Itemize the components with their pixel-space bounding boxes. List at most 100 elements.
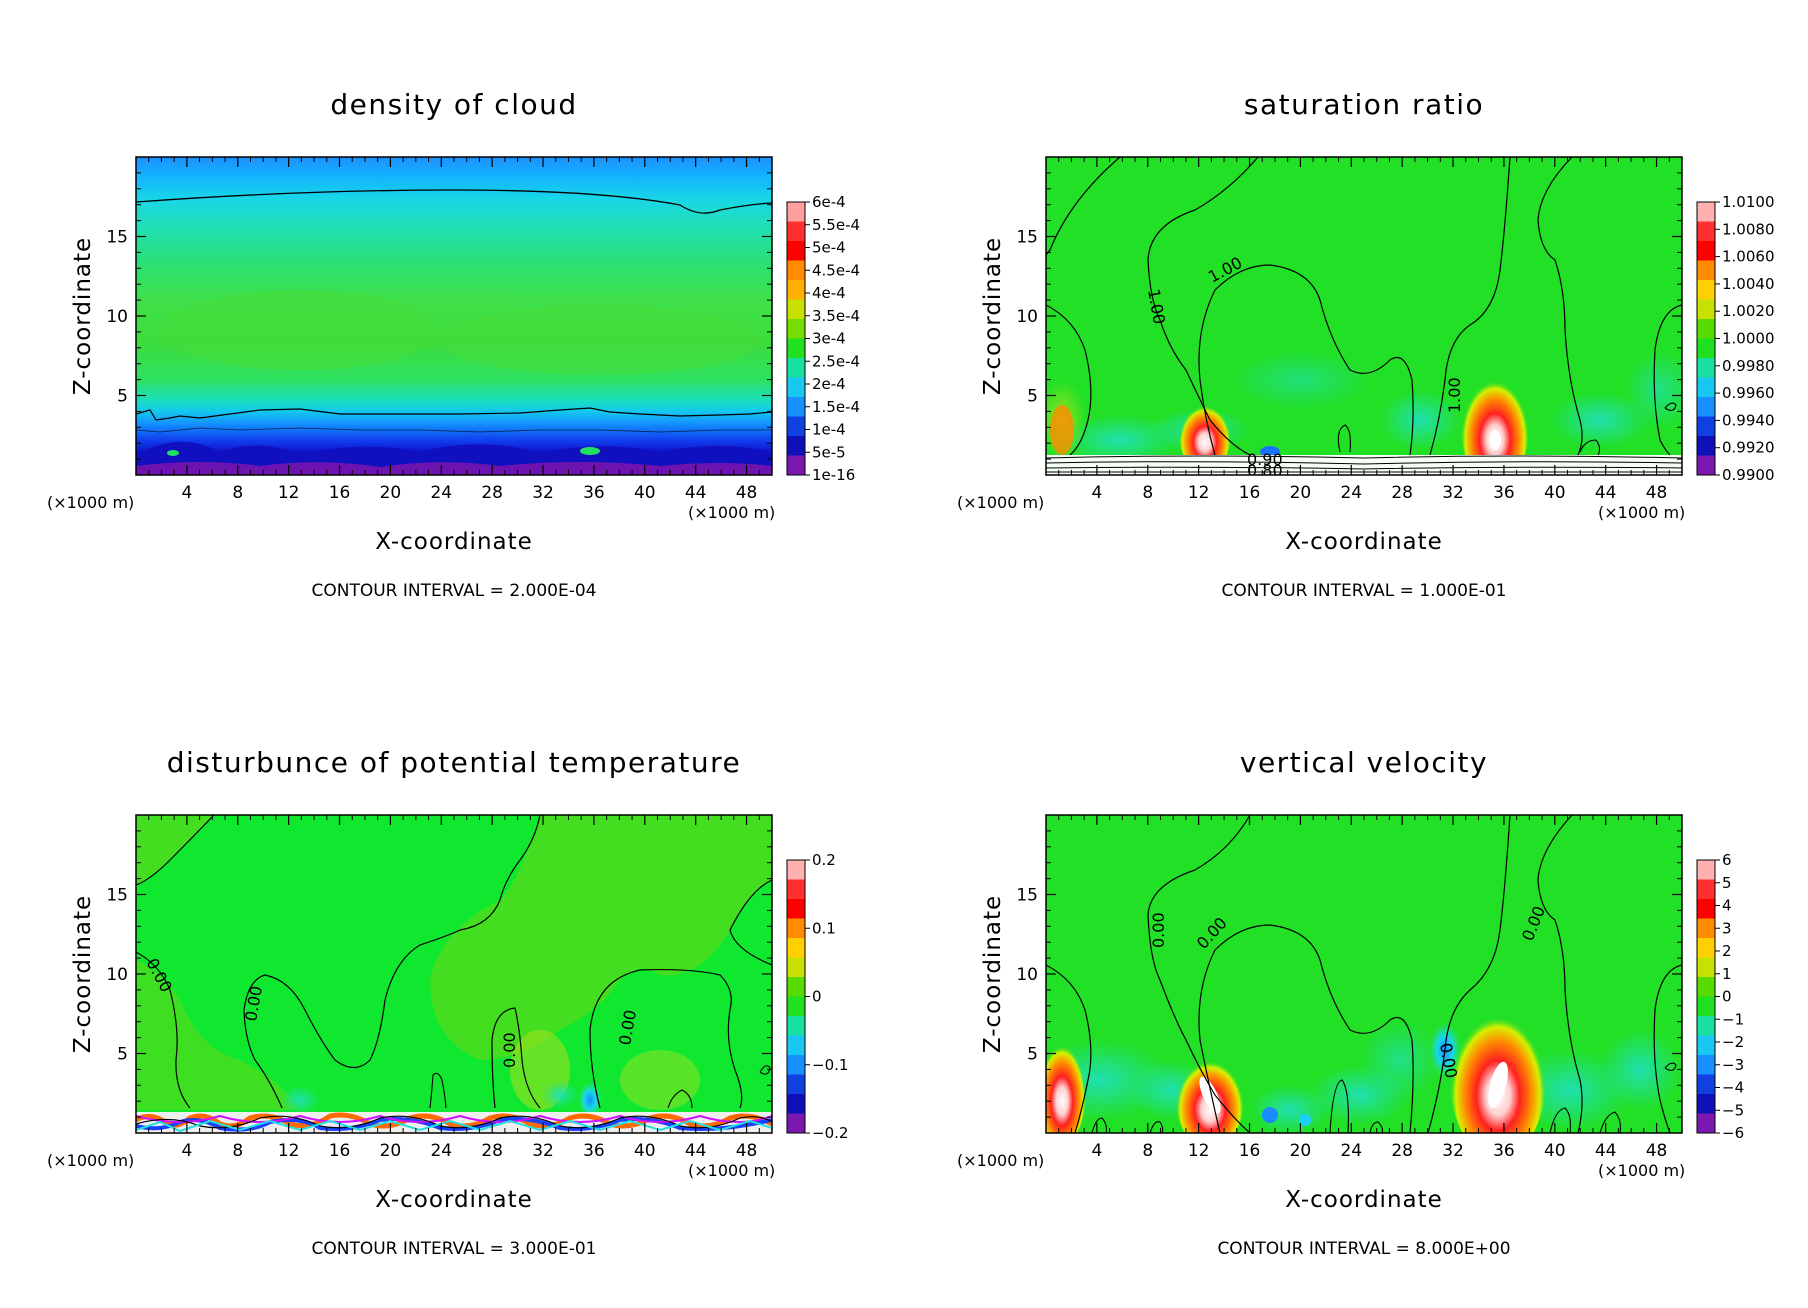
ytick-label: 15 xyxy=(106,228,128,248)
colorbar-label: 6e-4 xyxy=(812,193,846,211)
xtick-label: 48 xyxy=(736,1141,758,1161)
colorbar-swatch xyxy=(1697,938,1715,958)
panel-cloud: density of cloud 4 8 12 16 20 24 28 32 36 40 44 485… xyxy=(47,88,860,601)
colorbar-swatch xyxy=(1697,397,1715,417)
xtick-label: 28 xyxy=(1391,1141,1413,1161)
ytick-label: 15 xyxy=(1016,886,1038,906)
ytick-label: 5 xyxy=(1027,1045,1038,1065)
colorbar-swatch xyxy=(787,377,805,398)
ytick-label: 10 xyxy=(106,307,128,327)
colorbar-label: 5e-4 xyxy=(812,239,846,257)
xtick-label: 36 xyxy=(583,483,605,503)
colorbar-label: 1e-16 xyxy=(812,466,855,484)
xtick-label: 4 xyxy=(181,483,192,503)
xlabel-w: X-coordinate xyxy=(1285,1187,1443,1213)
xunit-right-w: (×1000 m) xyxy=(1598,1161,1685,1180)
xtick-label: 48 xyxy=(1646,1141,1668,1161)
xtick-label: 32 xyxy=(532,483,554,503)
colorbar-swatch xyxy=(1697,358,1715,378)
xunit-right-cloud: (×1000 m) xyxy=(688,503,775,522)
colorbar-label: 2 xyxy=(1722,942,1732,960)
colorbar-label: 0.2 xyxy=(812,851,836,869)
colorbar-label: 1 xyxy=(1722,965,1732,983)
xtick-label: 4 xyxy=(1091,1141,1102,1161)
colorbar-label: 0.9940 xyxy=(1722,411,1775,429)
colorbar-label: 0 xyxy=(1722,988,1732,1006)
ylabel-theta: Z-coordinate xyxy=(70,895,96,1053)
colorbar-label: 3.5e-4 xyxy=(812,307,860,325)
colorbar-label: 5e-5 xyxy=(812,443,846,461)
colorbar-swatch xyxy=(1697,221,1715,242)
ytick-label: 5 xyxy=(117,1045,128,1065)
xtick-label: 36 xyxy=(1493,1141,1515,1161)
colorbar-swatch xyxy=(1697,860,1715,880)
xunit-right-sat: (×1000 m) xyxy=(1598,503,1685,522)
colorbar-swatch xyxy=(787,1016,805,1036)
colorbar-w: 6 5 4 3 2 1 0 −1 −2 −3 −4 −5 −6 xyxy=(1696,851,1744,1142)
colorbar-swatch xyxy=(787,938,805,958)
colorbar-swatch xyxy=(1697,1016,1715,1036)
xtick-label: 20 xyxy=(1290,1141,1312,1161)
ytick-label: 5 xyxy=(117,387,128,407)
colorbar-sat: 1.0100 1.0080 1.0060 1.0040 1.0020 1.0000 0.99… xyxy=(1696,193,1775,484)
contour-label-sat-5: 0.80 xyxy=(1247,461,1283,480)
xunit-left-theta: (×1000 m) xyxy=(47,1151,134,1170)
xtick-label: 36 xyxy=(583,1141,605,1161)
ylabel-w: Z-coordinate xyxy=(980,895,1006,1053)
colorbar-swatch xyxy=(787,455,805,476)
title-sat: saturation ratio xyxy=(1244,88,1484,121)
contour-interval-w: CONTOUR INTERVAL = 8.000E+00 xyxy=(1217,1239,1510,1259)
xtick-label: 16 xyxy=(1239,1141,1261,1161)
contour-interval-theta: CONTOUR INTERVAL = 3.000E-01 xyxy=(312,1239,597,1259)
colorbar-swatch xyxy=(787,918,805,939)
contour-label-w-1: 0.00 xyxy=(1149,912,1168,948)
xtick-label: 12 xyxy=(278,483,300,503)
colorbar-swatch xyxy=(1697,918,1715,939)
colorbar-swatch xyxy=(787,879,805,900)
colorbar-label: −5 xyxy=(1722,1101,1744,1119)
colorbar-swatch xyxy=(787,260,805,281)
title-w: vertical velocity xyxy=(1240,746,1488,779)
ytick-label: 15 xyxy=(106,886,128,906)
xtick-label: 4 xyxy=(1091,483,1102,503)
contour-label-theta-3: 0.00 xyxy=(500,1032,519,1068)
colorbar-swatch xyxy=(1697,338,1715,359)
colorbar-swatch xyxy=(1697,1055,1715,1075)
colorbar-label: 4 xyxy=(1722,897,1732,915)
colorbar-label: 4.5e-4 xyxy=(812,261,860,279)
xtick-label: 28 xyxy=(481,483,503,503)
colorbar-swatch xyxy=(1697,977,1715,997)
colorbar-label: −3 xyxy=(1722,1056,1744,1074)
xtick-label: 24 xyxy=(430,1141,452,1161)
colorbar-swatch xyxy=(787,358,805,378)
xtick-label: 16 xyxy=(329,483,351,503)
colorbar-swatch xyxy=(787,1035,805,1056)
xtick-label: 44 xyxy=(685,1141,707,1161)
colorbar-swatch xyxy=(1697,1074,1715,1095)
colorbar-label: 1e-4 xyxy=(812,421,846,439)
title-cloud: density of cloud xyxy=(330,88,577,121)
xtick-label: 8 xyxy=(232,1141,243,1161)
colorbar-swatch xyxy=(787,977,805,997)
xtick-label: 12 xyxy=(1188,483,1210,503)
xtick-label: 28 xyxy=(481,1141,503,1161)
colorbar-label: 0 xyxy=(812,988,822,1006)
colorbar-label: 0.1 xyxy=(812,919,836,937)
colorbar-label: 3e-4 xyxy=(812,330,846,348)
xtick-label: 44 xyxy=(1595,483,1617,503)
xtick-label: 36 xyxy=(1493,483,1515,503)
colorbar-swatch xyxy=(787,1055,805,1075)
colorbar-cloud: 6e-4 5.5e-4 5e-4 4.5e-4 4e-4 3.5e-4 3e-4 2.5e-4… xyxy=(786,193,860,484)
title-theta: disturbunce of potential temperature xyxy=(167,746,742,779)
colorbar-label: −6 xyxy=(1722,1124,1744,1142)
colorbar-swatch xyxy=(787,319,805,339)
colorbar-label: −0.1 xyxy=(812,1056,848,1074)
xtick-label: 32 xyxy=(1442,1141,1464,1161)
colorbar-swatch xyxy=(1697,1035,1715,1056)
colorbar-theta: 0.2 0.1 0 −0.1 −0.2 xyxy=(786,851,848,1142)
xtick-label: 40 xyxy=(1544,483,1566,503)
contour-interval-cloud: CONTOUR INTERVAL = 2.000E-04 xyxy=(312,581,597,601)
xtick-label: 32 xyxy=(1442,483,1464,503)
